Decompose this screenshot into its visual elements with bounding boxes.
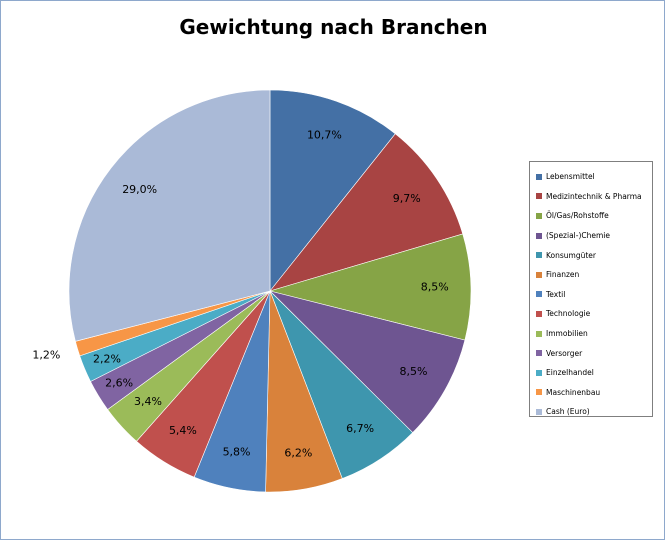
chart-legend: Lebensmittel Medizintechnik & Pharma Öl/Ga… xyxy=(529,161,653,417)
legend-label: Lebensmittel xyxy=(546,172,595,182)
data-label-6: 5,8% xyxy=(223,445,251,458)
legend-swatch xyxy=(536,408,542,415)
legend-item: Lebensmittel xyxy=(530,167,652,187)
legend-label: Konsumgüter xyxy=(546,250,597,260)
legend-item: Textil xyxy=(530,285,652,305)
legend-label: Immobilien xyxy=(546,329,588,339)
legend-item: Öl/Gas/Rohstoffe xyxy=(530,206,652,226)
legend-swatch xyxy=(536,271,542,278)
legend-item: Technologie xyxy=(530,304,652,324)
data-label-1: 9,7% xyxy=(393,192,421,205)
legend-label: Technologie xyxy=(546,309,591,319)
legend-item: Cash (Euro) xyxy=(530,402,652,422)
legend-label: Öl/Gas/Rohstoffe xyxy=(546,211,609,221)
pie-slice-1 xyxy=(269,133,464,292)
legend-label: Medizintechnik & Pharma xyxy=(546,191,642,201)
pie-slice-3 xyxy=(269,290,466,433)
data-label-5: 6,2% xyxy=(284,446,312,459)
data-label-0: 10,7% xyxy=(307,128,342,141)
legend-swatch xyxy=(536,193,542,200)
legend-swatch xyxy=(536,212,542,219)
legend-label: Einzelhandel xyxy=(546,368,594,378)
data-label-11: 1,2% xyxy=(32,349,60,362)
legend-swatch xyxy=(536,310,542,317)
data-label-9: 2,6% xyxy=(105,376,133,389)
legend-swatch xyxy=(536,173,542,180)
legend-item: Finanzen xyxy=(530,265,652,285)
data-label-3: 8,5% xyxy=(400,365,428,378)
data-label-12: 29,0% xyxy=(122,183,157,196)
legend-label: Cash (Euro) xyxy=(546,407,590,417)
legend-swatch xyxy=(536,369,542,376)
legend-swatch xyxy=(536,389,542,396)
legend-label: (Spezial-)Chemie xyxy=(546,231,611,241)
legend-item: Maschinenbau xyxy=(530,383,652,403)
legend-item: Einzelhandel xyxy=(530,363,652,383)
legend-label: Textil xyxy=(546,289,566,299)
legend-item: Medizintechnik & Pharma xyxy=(530,187,652,207)
data-label-2: 8,5% xyxy=(421,281,449,294)
legend-item: (Spezial-)Chemie xyxy=(530,226,652,246)
data-label-4: 6,7% xyxy=(346,422,374,435)
pie-slice-0 xyxy=(269,89,396,292)
legend-item: Versorger xyxy=(530,343,652,363)
data-label-8: 3,4% xyxy=(134,395,162,408)
legend-item: Immobilien xyxy=(530,324,652,344)
legend-swatch xyxy=(536,232,542,239)
legend-swatch xyxy=(536,330,542,337)
data-label-7: 5,4% xyxy=(169,424,197,437)
legend-label: Maschinenbau xyxy=(546,387,601,397)
legend-swatch xyxy=(536,252,542,259)
legend-label: Finanzen xyxy=(546,270,580,280)
chart-title: Gewichtung nach Branchen xyxy=(179,15,488,39)
legend-swatch xyxy=(536,291,542,298)
pie-slice-12 xyxy=(68,89,271,342)
legend-item: Konsumgüter xyxy=(530,245,652,265)
data-label-10: 2,2% xyxy=(93,353,121,366)
legend-label: Versorger xyxy=(546,348,583,358)
pie-slice-2 xyxy=(268,233,472,341)
legend-swatch xyxy=(536,350,542,357)
